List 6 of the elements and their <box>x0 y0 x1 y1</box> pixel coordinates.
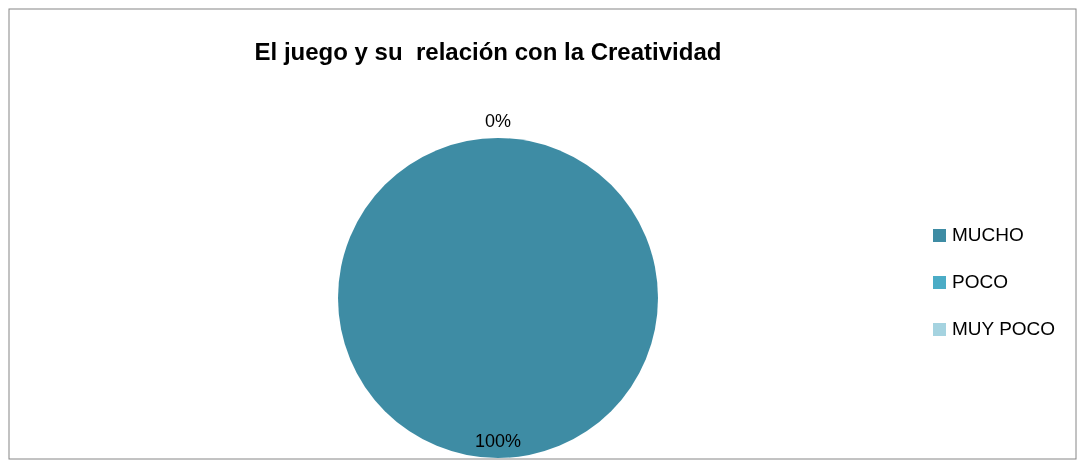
legend-label: MUY POCO <box>952 318 1056 340</box>
text: 0% <box>484 110 512 131</box>
legend-label: POCO <box>952 271 1008 293</box>
legend-label: MUCHO <box>952 224 1024 246</box>
chart-title: El juego y su relación con la Creatividad <box>254 38 722 65</box>
data-label: 100% <box>474 430 522 451</box>
